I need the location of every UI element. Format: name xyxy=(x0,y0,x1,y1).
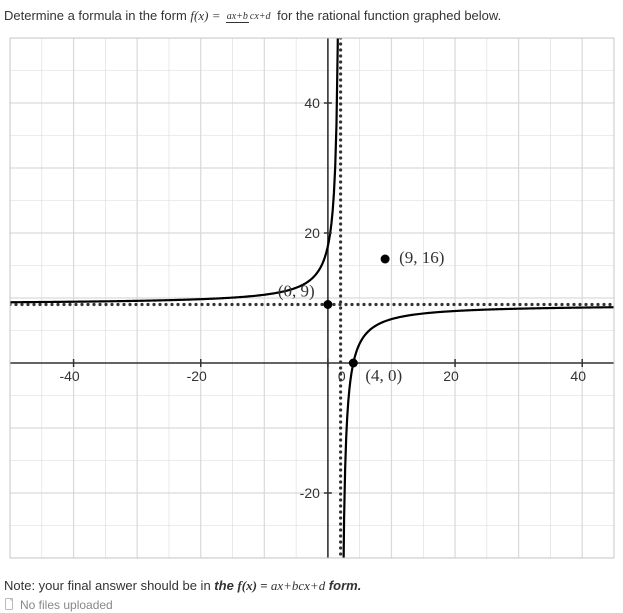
note-suffix: form. xyxy=(325,578,361,593)
no-files-text: No files uploaded xyxy=(20,598,113,612)
no-files-row: No files uploaded xyxy=(0,596,623,613)
svg-text:20: 20 xyxy=(443,368,459,384)
question-suffix: for the rational function graphed below. xyxy=(274,8,502,23)
note-fx: f(x) = xyxy=(237,578,270,593)
question-fx: f(x) = xyxy=(190,8,223,23)
svg-text:-20: -20 xyxy=(187,368,207,384)
svg-text:20: 20 xyxy=(304,225,320,241)
note-fraction: ax+bcx+d xyxy=(271,578,325,593)
chart-svg: -40 -20 0 20 40 -20 20 40 (0, 9) (4, 0) (9, 16) xyxy=(0,28,620,568)
svg-text:(4, 0): (4, 0) xyxy=(365,366,402,385)
frac-bot: cx+d xyxy=(249,11,272,22)
note-bold: the xyxy=(214,578,237,593)
svg-text:40: 40 xyxy=(304,95,320,111)
note-frac-bot: cx+d xyxy=(298,578,325,593)
frac-top: ax+b xyxy=(226,11,249,23)
svg-text:(0, 9): (0, 9) xyxy=(278,282,315,301)
question-fraction: ax+bcx+d xyxy=(226,12,272,22)
svg-text:(9, 16): (9, 16) xyxy=(399,248,444,267)
note-frac-top: ax+b xyxy=(271,578,299,593)
rational-function-chart: -40 -20 0 20 40 -20 20 40 (0, 9) (4, 0) (9, 16) xyxy=(0,28,620,568)
svg-text:-40: -40 xyxy=(59,368,79,384)
svg-text:0: 0 xyxy=(338,368,346,384)
answer-format-note: Note: your final answer should be in the… xyxy=(0,568,623,596)
note-prefix: Note: your final answer should be in xyxy=(4,578,214,593)
svg-text:-20: -20 xyxy=(300,485,320,501)
svg-text:40: 40 xyxy=(570,368,586,384)
question-prefix: Determine a formula in the form xyxy=(4,8,190,23)
question-text: Determine a formula in the form f(x) = a… xyxy=(0,0,623,28)
